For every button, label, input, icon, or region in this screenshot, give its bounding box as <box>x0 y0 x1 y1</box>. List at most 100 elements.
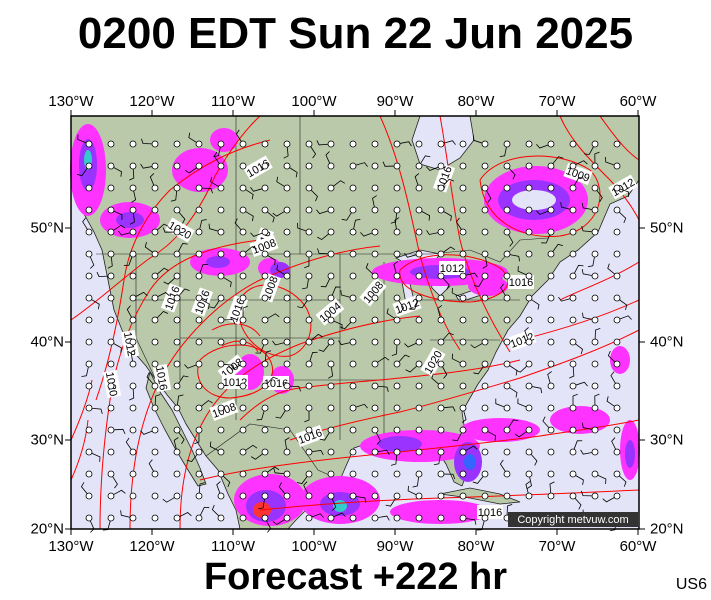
wind-station-marker <box>107 338 115 346</box>
wind-barb <box>188 132 197 143</box>
wind-station-marker <box>305 162 313 170</box>
wind-station-marker <box>371 184 379 192</box>
wind-station-marker <box>327 184 335 192</box>
wind-barb <box>146 372 154 385</box>
wind-station-marker <box>107 184 115 192</box>
wind-barb <box>394 217 400 230</box>
wind-station-marker <box>327 338 335 346</box>
wind-station-marker <box>327 272 335 280</box>
wind-station-marker <box>151 316 159 324</box>
wind-station-marker <box>437 228 445 236</box>
wind-station-marker <box>371 228 379 236</box>
wind-station-marker <box>437 272 445 280</box>
wind-station-marker <box>239 492 247 500</box>
wind-station-marker <box>305 338 313 346</box>
wind-station-marker <box>239 294 247 302</box>
wind-barb <box>506 503 513 516</box>
wind-station-marker <box>327 426 335 434</box>
wind-barb <box>178 432 185 445</box>
wind-station-marker <box>525 250 533 258</box>
wind-station-marker <box>107 294 115 302</box>
wind-station-marker <box>481 360 489 368</box>
wind-barb <box>575 343 584 355</box>
wind-station-marker <box>547 184 555 192</box>
wind-station-marker <box>85 404 93 412</box>
wind-barb <box>611 437 617 450</box>
wind-station-marker <box>459 250 467 258</box>
wind-station-marker <box>613 448 621 456</box>
wind-station-marker <box>151 206 159 214</box>
wind-station-marker <box>591 184 599 192</box>
wind-station-marker <box>85 272 93 280</box>
wind-barb <box>245 444 258 451</box>
wind-barb <box>201 299 210 310</box>
wind-station-marker <box>151 162 159 170</box>
wind-station-marker <box>239 470 247 478</box>
wind-station-marker <box>283 514 291 522</box>
wind-station-marker <box>415 162 423 170</box>
wind-station-marker <box>173 162 181 170</box>
wind-barb <box>405 365 418 373</box>
wind-station-marker <box>613 404 621 412</box>
wind-station-marker <box>349 426 357 434</box>
wind-station-marker <box>525 382 533 390</box>
wind-station-marker <box>437 140 445 148</box>
wind-barb <box>536 210 549 215</box>
wind-barb <box>272 211 285 217</box>
wind-station-marker <box>459 426 467 434</box>
wind-station-marker <box>437 206 445 214</box>
wind-station-marker <box>327 206 335 214</box>
wind-station-marker <box>415 272 423 280</box>
precipitation <box>70 124 640 526</box>
wind-station-marker <box>85 206 93 214</box>
wind-barb <box>77 134 87 144</box>
wind-barb <box>235 129 242 142</box>
wind-station-marker <box>305 448 313 456</box>
wind-barb <box>157 292 170 297</box>
wind-station-marker <box>195 448 203 456</box>
wind-barb <box>129 168 135 181</box>
wind-station-marker <box>547 272 555 280</box>
wind-station-marker <box>173 360 181 368</box>
wind-station-marker <box>349 470 357 478</box>
lon-label-bottom: 130°W <box>48 538 94 555</box>
wind-barb <box>580 490 593 497</box>
wind-station-marker <box>195 140 203 148</box>
wind-station-marker <box>107 514 115 522</box>
wind-barb <box>245 211 254 222</box>
wind-station-marker <box>613 426 621 434</box>
wind-barb <box>355 403 368 409</box>
wind-station-marker <box>85 162 93 170</box>
wind-station-marker <box>349 206 357 214</box>
wind-station-marker <box>591 162 599 170</box>
wind-station-marker <box>481 404 489 412</box>
wind-station-marker <box>349 228 357 236</box>
wind-station-marker <box>415 140 423 148</box>
wind-station-marker <box>547 294 555 302</box>
wind-station-marker <box>129 206 137 214</box>
wind-station-marker <box>481 206 489 214</box>
wind-barb <box>91 407 103 415</box>
wind-barb <box>297 300 308 309</box>
wind-barb <box>456 217 462 230</box>
lat-label-right: 50°N <box>650 219 684 237</box>
wind-station-marker <box>437 338 445 346</box>
lon-label-top: 90°W <box>376 93 414 110</box>
wind-barb <box>208 223 219 232</box>
wind-station-marker <box>283 250 291 258</box>
wind-station-marker <box>525 184 533 192</box>
wind-barb <box>509 387 518 398</box>
wind-barb <box>289 385 301 392</box>
wind-station-marker <box>591 338 599 346</box>
wind-barb <box>176 394 184 406</box>
wind-barb <box>517 398 527 408</box>
wind-barb <box>580 449 593 455</box>
wind-station-marker <box>283 294 291 302</box>
wind-barb <box>201 187 213 194</box>
lon-label-top: 110°W <box>210 93 256 110</box>
wind-station-marker <box>503 338 511 346</box>
wind-station-marker <box>525 316 533 324</box>
wind-station-marker <box>481 184 489 192</box>
wind-station-marker <box>569 184 577 192</box>
wind-barb <box>442 366 448 379</box>
